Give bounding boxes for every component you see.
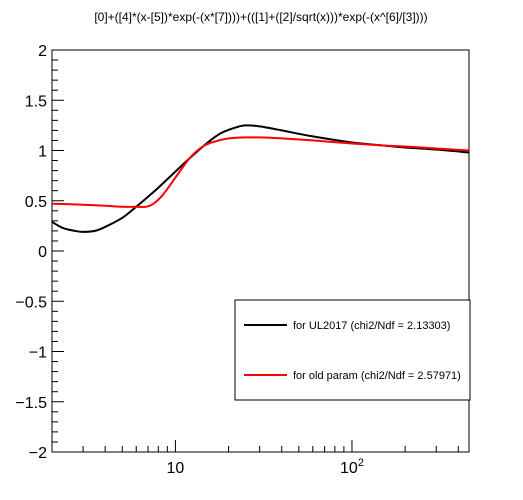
y-tick-label: −1.5 xyxy=(15,395,47,412)
y-tick-label: −2 xyxy=(29,445,47,462)
series-layer xyxy=(51,124,470,233)
y-tick-label: 1.5 xyxy=(25,93,47,110)
series-line-ul2017 xyxy=(51,124,470,233)
legend: for UL2017 (chi2/Ndf = 2.13303) for old … xyxy=(234,299,471,401)
x-axis: 10 102 xyxy=(51,440,459,477)
series-line-old-param xyxy=(51,136,470,209)
y-tick-label: 2 xyxy=(38,43,47,60)
y-tick-label: −1 xyxy=(29,345,47,362)
legend-label-old-param: for old param (chi2/Ndf = 2.57971) xyxy=(293,370,461,382)
y-tick-label: 0 xyxy=(38,244,47,261)
x-tick-label: 102 xyxy=(340,457,364,477)
y-tick-label: −0.5 xyxy=(15,294,47,311)
x-tick-exponent: 2 xyxy=(358,457,364,469)
y-tick-label: 1 xyxy=(38,144,47,161)
legend-box xyxy=(234,299,471,401)
legend-label-ul2017: for UL2017 (chi2/Ndf = 2.13303) xyxy=(293,320,450,332)
y-tick-label: 0.5 xyxy=(25,194,47,211)
chart-title: [0]+([4]*(x-[5])*exp(-(x*[7])))+(([1]+([… xyxy=(94,10,427,24)
x-tick-base: 10 xyxy=(340,460,358,477)
x-tick-label: 10 xyxy=(167,460,185,477)
y-axis: 2 1.5 1 0.5 0 −0.5 −1 −1.5 −2 xyxy=(15,43,64,462)
x-tick-base: 10 xyxy=(167,460,185,477)
